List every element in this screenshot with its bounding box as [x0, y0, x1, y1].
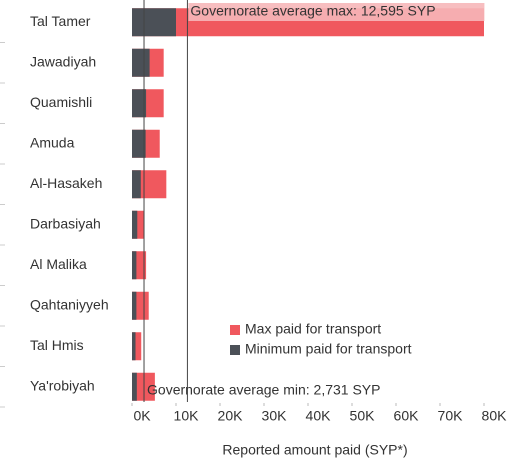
bar	[132, 251, 137, 280]
category-label: Qahtaniyyeh	[30, 296, 109, 312]
category-label: Jawadiyah	[30, 53, 96, 69]
bar	[132, 89, 147, 118]
category-label: Al Malika	[30, 256, 87, 272]
category-label: Tal Tamer	[30, 13, 91, 29]
bar	[132, 332, 142, 361]
legend-label: Minimum paid for transport	[245, 341, 412, 357]
category-label: Ya'robiyah	[30, 377, 95, 393]
annotation: Governorate average min: 2,731 SYP	[147, 382, 380, 398]
legend-label: Max paid for transport	[245, 321, 381, 337]
legend-swatch	[230, 325, 240, 335]
x-tick-label: 30K	[262, 408, 288, 424]
bar	[132, 8, 176, 37]
bar	[132, 170, 141, 199]
x-tick-label: 60K	[394, 408, 420, 424]
bar	[132, 291, 137, 320]
category-label: Tal Hmis	[30, 337, 84, 353]
annotation: Governorate average max: 12,595 SYP	[190, 3, 435, 19]
bar	[132, 129, 146, 158]
x-tick-label: 10K	[174, 408, 200, 424]
legend-swatch	[230, 345, 240, 355]
x-tick-label: 50K	[350, 408, 376, 424]
category-label: Darbasiyah	[30, 215, 101, 231]
bar	[132, 372, 137, 401]
category-label: Al-Hasakeh	[30, 175, 102, 191]
x-tick-label: 80K	[482, 408, 508, 424]
x-axis-label: Reported amount paid (SYP*)	[222, 442, 407, 458]
x-tick-label: 0K	[133, 408, 151, 424]
bar	[132, 210, 138, 239]
bar	[132, 332, 136, 361]
category-label: Amuda	[30, 134, 75, 150]
bar	[132, 372, 155, 401]
x-tick-label: 70K	[438, 408, 464, 424]
category-label: Quamishli	[30, 94, 92, 110]
x-tick-label: 20K	[218, 408, 244, 424]
annotation-bg	[188, 3, 485, 21]
x-tick-label: 40K	[306, 408, 332, 424]
bar	[132, 48, 150, 77]
